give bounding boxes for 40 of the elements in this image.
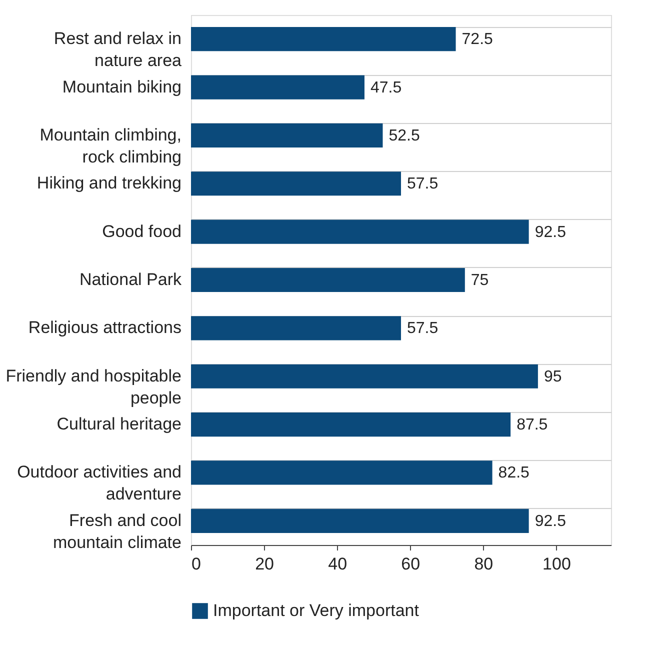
bar <box>191 412 511 437</box>
y-tick-label: Cultural heritage <box>56 414 182 434</box>
bar <box>191 316 401 340</box>
data-label: 75 <box>470 272 489 289</box>
y-tick-label: Outdoor activities and adventure <box>17 462 182 504</box>
bar <box>191 220 529 244</box>
data-label: 72.5 <box>462 31 494 48</box>
data-label: 57.5 <box>407 320 438 338</box>
x-tick-label: 0 <box>192 554 201 574</box>
bar <box>191 172 401 196</box>
y-tick-label: Rest and relax in nature area <box>54 29 182 70</box>
y-tick-label: Hiking and trekking <box>36 174 182 193</box>
x-tick-label: 80 <box>474 554 494 574</box>
bar <box>191 75 364 100</box>
data-label: 92.5 <box>534 512 566 530</box>
y-tick-label: Mountain climbing, rock climbing <box>40 125 182 166</box>
y-tick-label: Friendly and hospitable people <box>6 366 182 408</box>
y-tick-label: Fresh and cool mountain climate <box>52 510 182 552</box>
data-label: 47.5 <box>370 79 402 96</box>
data-label: 82.5 <box>498 464 530 482</box>
y-tick-label: National Park <box>79 270 182 289</box>
y-tick-label: Good food <box>102 222 182 241</box>
data-label: 92.5 <box>534 224 566 241</box>
x-tick-label: 20 <box>255 554 274 574</box>
legend-label: Important or Very important <box>213 601 420 620</box>
data-label: 52.5 <box>388 127 420 144</box>
y-tick-label: Mountain biking <box>62 77 182 96</box>
x-tick-label: 100 <box>542 554 571 574</box>
bar <box>191 268 465 292</box>
bar <box>191 27 456 52</box>
bar <box>191 508 529 533</box>
x-tick-label: 60 <box>401 554 420 574</box>
bar <box>191 364 538 388</box>
bar <box>191 123 383 148</box>
data-label: 87.5 <box>516 416 548 434</box>
y-tick-label: Religious attractions <box>28 318 182 338</box>
bar <box>191 460 492 485</box>
x-tick-label: 40 <box>328 554 348 574</box>
data-label: 95 <box>544 368 562 386</box>
data-label: 57.5 <box>407 176 438 193</box>
